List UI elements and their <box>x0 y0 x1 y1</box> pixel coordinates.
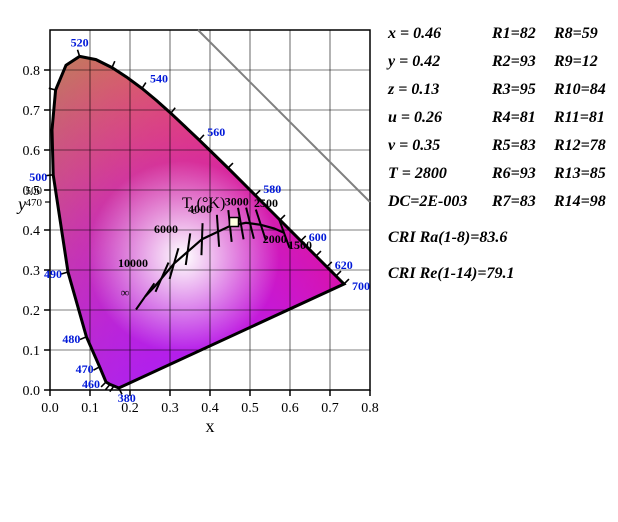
svg-text:560: 560 <box>207 125 225 139</box>
svg-text:0.2: 0.2 <box>121 401 139 416</box>
cell: v = 0.35 <box>388 132 492 160</box>
table-row: T = 2800R6=93R13=85 <box>388 160 606 188</box>
data-panel: x = 0.46R1=82R8=59y = 0.42R2=93R9=12z = … <box>388 20 606 288</box>
cell: R1=82 <box>492 20 554 48</box>
svg-text:0.8: 0.8 <box>23 64 41 79</box>
svg-text:0.1: 0.1 <box>23 344 41 359</box>
svg-text:0.8: 0.8 <box>361 401 379 416</box>
svg-text:540: 540 <box>150 71 168 85</box>
table-row: y = 0.42R2=93R9=12 <box>388 48 606 76</box>
svg-text:0.6: 0.6 <box>281 401 299 416</box>
cell: R2=93 <box>492 48 554 76</box>
cell: R6=93 <box>492 160 554 188</box>
svg-text:620: 620 <box>335 258 353 272</box>
cell: R12=78 <box>554 132 606 160</box>
cri-ra: CRI Ra(1-8)=83.6 <box>388 224 606 252</box>
svg-text:y: y <box>16 194 26 214</box>
svg-text:470: 470 <box>76 362 94 376</box>
svg-text:580: 580 <box>263 182 281 196</box>
cell: R5=83 <box>492 132 554 160</box>
svg-text:10000: 10000 <box>118 256 148 270</box>
svg-text:0.0: 0.0 <box>23 384 41 399</box>
svg-text:700: 700 <box>352 279 370 293</box>
cell: z = 0.13 <box>388 76 492 104</box>
svg-text:0.2: 0.2 <box>23 304 41 319</box>
table-row: z = 0.13R3=95R10=84 <box>388 76 606 104</box>
svg-text:2000: 2000 <box>263 232 287 246</box>
svg-text:∞: ∞ <box>121 285 130 299</box>
cie-chart: 3804604704804905005205405605806006207001… <box>10 10 380 517</box>
cell: R4=81 <box>492 104 554 132</box>
cell: R8=59 <box>554 20 598 48</box>
cell: u = 0.26 <box>388 104 492 132</box>
svg-text:1500: 1500 <box>288 238 312 252</box>
svg-text:470: 470 <box>26 197 43 209</box>
cell: x = 0.46 <box>388 20 492 48</box>
cell: R7=83 <box>492 188 554 216</box>
cell: DC=2E-003 <box>388 188 492 216</box>
svg-text:460: 460 <box>82 377 100 391</box>
cie-svg: 3804604704804905005205405605806006207001… <box>10 10 380 512</box>
svg-text:0.6: 0.6 <box>23 144 41 159</box>
svg-text:0.7: 0.7 <box>23 104 41 119</box>
svg-text:0.3: 0.3 <box>161 401 179 416</box>
svg-text:500: 500 <box>26 185 43 197</box>
cri-re: CRI Re(1-14)=79.1 <box>388 260 606 288</box>
svg-text:0.5: 0.5 <box>241 401 259 416</box>
svg-text:0.4: 0.4 <box>201 401 219 416</box>
svg-text:2500: 2500 <box>254 196 278 210</box>
table-row: DC=2E-003R7=83R14=98 <box>388 188 606 216</box>
svg-text:0.7: 0.7 <box>321 401 339 416</box>
cell: T = 2800 <box>388 160 492 188</box>
svg-text:3000: 3000 <box>225 195 249 209</box>
svg-text:0.4: 0.4 <box>23 224 41 239</box>
svg-text:0.1: 0.1 <box>81 401 99 416</box>
cell: R13=85 <box>554 160 606 188</box>
cell: R11=81 <box>554 104 605 132</box>
svg-text:490: 490 <box>44 267 62 281</box>
table-row: v = 0.35R5=83R12=78 <box>388 132 606 160</box>
svg-text:0.3: 0.3 <box>23 264 41 279</box>
cell: y = 0.42 <box>388 48 492 76</box>
svg-text:0.0: 0.0 <box>41 401 59 416</box>
cell: R3=95 <box>492 76 554 104</box>
svg-text:500: 500 <box>29 170 47 184</box>
svg-text:x: x <box>206 416 215 436</box>
cell: R10=84 <box>554 76 606 104</box>
cell: R14=98 <box>554 188 606 216</box>
svg-text:6000: 6000 <box>154 222 178 236</box>
svg-text:480: 480 <box>62 332 80 346</box>
colorimetry-table: x = 0.46R1=82R8=59y = 0.42R2=93R9=12z = … <box>388 20 606 216</box>
cell: R9=12 <box>554 48 598 76</box>
table-row: u = 0.26R4=81R11=81 <box>388 104 606 132</box>
table-row: x = 0.46R1=82R8=59 <box>388 20 606 48</box>
svg-text:520: 520 <box>71 35 89 49</box>
